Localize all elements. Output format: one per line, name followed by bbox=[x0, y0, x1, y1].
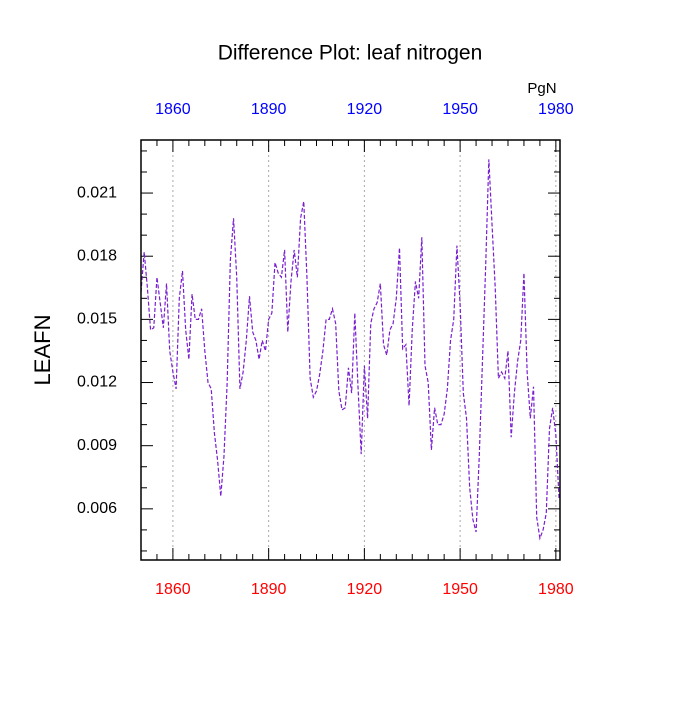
x-tick-label: 1920 bbox=[347, 581, 383, 598]
y-tick-label: 0.015 bbox=[77, 311, 117, 328]
chart-title: Difference Plot: leaf nitrogen bbox=[218, 42, 483, 65]
y-tick-label: 0.012 bbox=[77, 374, 117, 391]
x2-tick-label: 1860 bbox=[155, 101, 191, 118]
x-tick-label: 1980 bbox=[538, 581, 574, 598]
x2-tick-label: 1920 bbox=[347, 101, 383, 118]
plot-frame bbox=[140, 139, 561, 561]
x2-tick-label: 1950 bbox=[442, 101, 478, 118]
units-label: PgN bbox=[527, 80, 556, 97]
y-tick-label: 0.018 bbox=[77, 247, 117, 264]
y-tick-label: 0.009 bbox=[77, 437, 117, 454]
y-tick-label: 0.006 bbox=[77, 500, 117, 517]
x-tick-label: 1860 bbox=[155, 581, 191, 598]
x-tick-label: 1890 bbox=[251, 581, 287, 598]
y-axis-label: LEAFN bbox=[30, 315, 55, 386]
data-line bbox=[140, 159, 560, 541]
x2-tick-label: 1980 bbox=[538, 101, 574, 118]
x2-tick-label: 1890 bbox=[251, 101, 287, 118]
x-tick-label: 1950 bbox=[442, 581, 478, 598]
y-tick-label: 0.021 bbox=[77, 184, 117, 201]
